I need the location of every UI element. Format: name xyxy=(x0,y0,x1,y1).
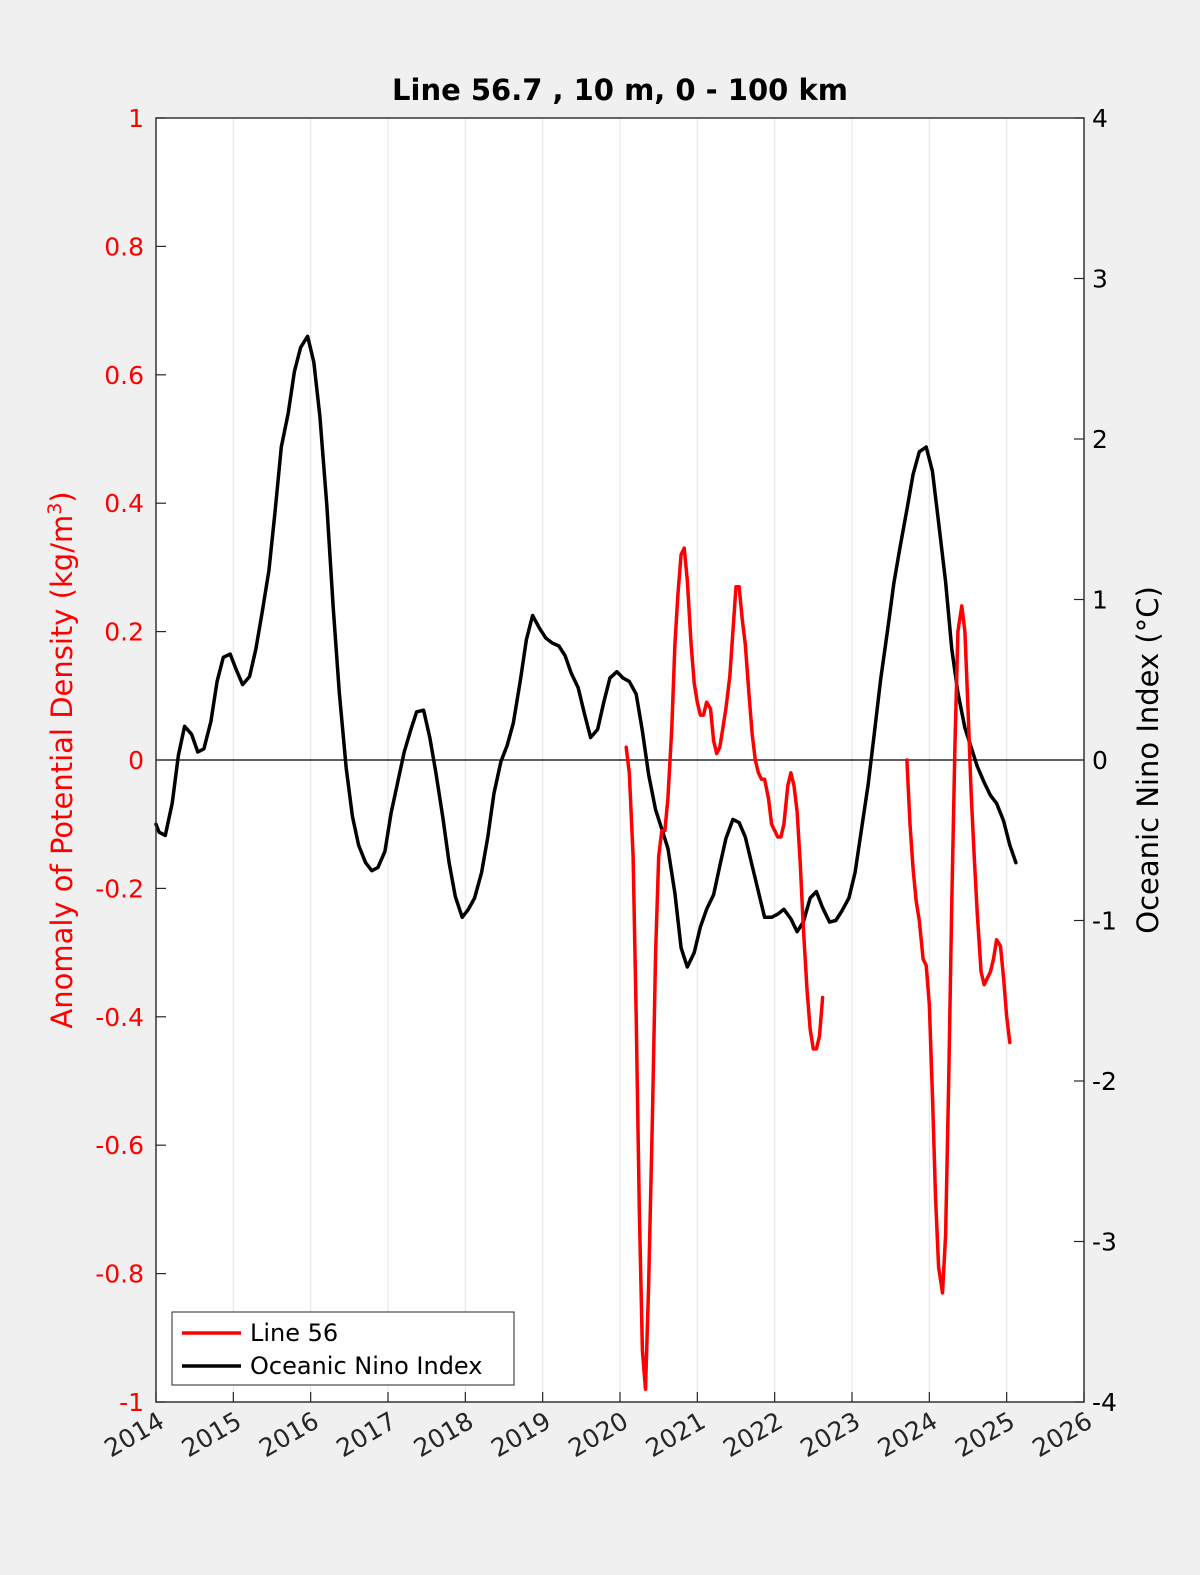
right-tick-label: 3 xyxy=(1092,265,1108,294)
series-line-line-56 xyxy=(624,546,825,1391)
left-tick-label: -0.6 xyxy=(95,1131,144,1160)
series-line-line-56 xyxy=(905,604,1012,1295)
left-axis-title-end: ) xyxy=(45,491,79,502)
series-line-oceanic-nino-index xyxy=(154,334,1018,969)
right-tick-label: 2 xyxy=(1092,425,1108,454)
left-tick-label: 0.2 xyxy=(104,618,144,647)
x-tick-label: 2019 xyxy=(486,1406,556,1463)
x-tick-label: 2026 xyxy=(1027,1406,1097,1463)
right-axis-title: Oceanic Nino Index (°C) xyxy=(1131,586,1165,934)
right-tick-label: 0 xyxy=(1092,746,1108,775)
x-tick-label: 2024 xyxy=(873,1406,943,1463)
x-tick-label: 2018 xyxy=(409,1406,479,1463)
x-tick-label: 2017 xyxy=(331,1406,401,1463)
right-axis: -4 -3 -2 -1 0 1 2 3 4 xyxy=(1074,104,1117,1417)
x-tick-label: 2020 xyxy=(563,1406,633,1463)
left-axis-title-sup: 3 xyxy=(44,503,66,515)
left-tick-label: 0.4 xyxy=(104,489,144,518)
left-tick-label: 0.8 xyxy=(104,232,144,261)
left-axis-title-main: Anomaly of Potential Density (kg/m xyxy=(45,515,79,1029)
right-tick-label: 4 xyxy=(1092,104,1108,133)
left-tick-label: 0.6 xyxy=(104,361,144,390)
right-tick-label: -3 xyxy=(1092,1228,1117,1257)
x-tick-label: 2025 xyxy=(950,1406,1020,1463)
legend-label-line56: Line 56 xyxy=(250,1319,338,1347)
right-tick-label: -4 xyxy=(1092,1388,1117,1417)
left-axis: -1 -0.8 -0.6 -0.4 -0.2 0 0.2 0.4 0.6 0.8 1 xyxy=(95,104,166,1417)
x-tick-label: 2021 xyxy=(641,1406,711,1463)
x-tick-label: 2022 xyxy=(718,1406,788,1463)
left-tick-label: -0.8 xyxy=(95,1260,144,1289)
left-tick-label: 0 xyxy=(128,746,144,775)
x-tick-label: 2023 xyxy=(795,1406,865,1463)
x-tick-label: 2016 xyxy=(254,1406,324,1463)
right-tick-label: -2 xyxy=(1092,1067,1117,1096)
left-tick-label: -0.2 xyxy=(95,874,144,903)
left-tick-label: -0.4 xyxy=(95,1003,144,1032)
series-layer xyxy=(154,334,1018,1391)
left-axis-title: Anomaly of Potential Density (kg/m3) xyxy=(44,491,79,1028)
x-tick-label: 2015 xyxy=(177,1406,247,1463)
left-tick-label: 1 xyxy=(128,104,144,133)
left-tick-label: -1 xyxy=(119,1388,144,1417)
legend: Line 56 Oceanic Nino Index xyxy=(171,1311,515,1386)
legend-box xyxy=(171,1311,515,1386)
legend-label-oni: Oceanic Nino Index xyxy=(250,1352,482,1380)
chart-title: Line 56.7 , 10 m, 0 - 100 km xyxy=(392,73,848,107)
right-tick-label: -1 xyxy=(1092,907,1117,936)
right-tick-label: 1 xyxy=(1092,586,1108,615)
